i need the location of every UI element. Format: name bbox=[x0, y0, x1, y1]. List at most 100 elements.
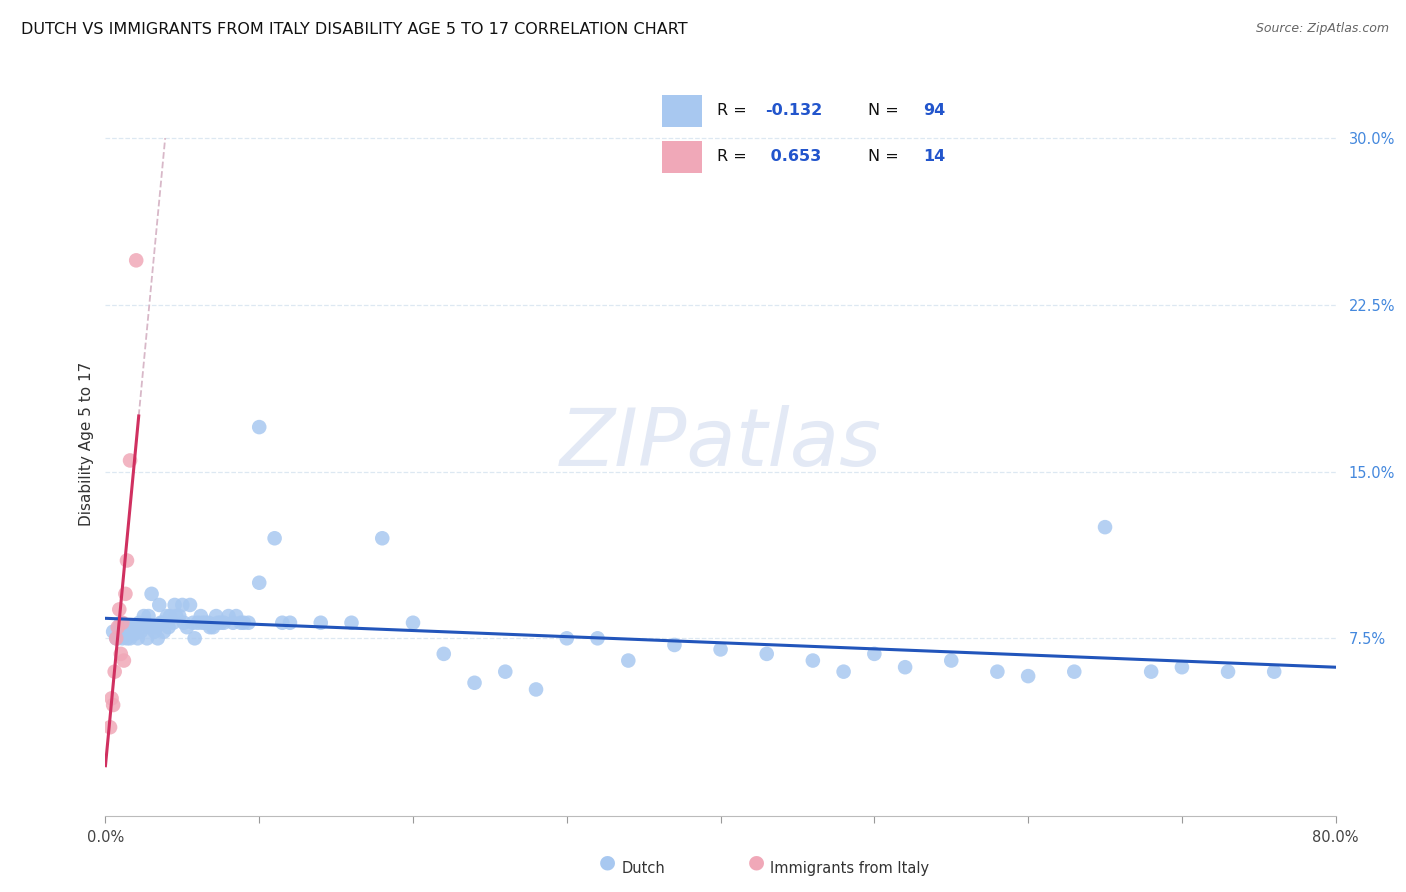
Point bbox=[169, 609, 191, 624]
Text: N =: N = bbox=[869, 103, 904, 118]
Point bbox=[120, 632, 141, 646]
Point bbox=[108, 602, 131, 616]
Point bbox=[145, 620, 167, 634]
Point bbox=[157, 620, 180, 634]
Text: Dutch: Dutch bbox=[621, 861, 665, 876]
Point bbox=[212, 615, 235, 630]
Point bbox=[139, 620, 162, 634]
Point bbox=[494, 665, 516, 679]
Point bbox=[115, 553, 138, 567]
Point bbox=[187, 615, 209, 630]
Point bbox=[617, 654, 640, 668]
Point bbox=[153, 624, 176, 639]
Point bbox=[309, 615, 332, 630]
Point bbox=[131, 620, 153, 634]
Text: 14: 14 bbox=[924, 150, 946, 164]
Text: ●: ● bbox=[599, 853, 616, 871]
Point bbox=[111, 615, 134, 630]
Point bbox=[108, 620, 131, 634]
Point bbox=[172, 598, 194, 612]
Point bbox=[165, 609, 187, 624]
Point bbox=[801, 654, 824, 668]
Text: DUTCH VS IMMIGRANTS FROM ITALY DISABILITY AGE 5 TO 17 CORRELATION CHART: DUTCH VS IMMIGRANTS FROM ITALY DISABILIT… bbox=[21, 22, 688, 37]
Point bbox=[117, 620, 139, 634]
Point bbox=[190, 609, 212, 624]
Point bbox=[132, 609, 155, 624]
Point bbox=[191, 615, 214, 630]
Point bbox=[207, 615, 229, 630]
Point bbox=[197, 615, 219, 630]
Point bbox=[1017, 669, 1039, 683]
Point bbox=[114, 627, 136, 641]
Point bbox=[1216, 665, 1239, 679]
Point bbox=[111, 632, 134, 646]
Point bbox=[146, 632, 169, 646]
Text: 0.653: 0.653 bbox=[765, 150, 821, 164]
Point bbox=[150, 615, 173, 630]
Point bbox=[173, 615, 195, 630]
Point bbox=[107, 632, 129, 646]
Point bbox=[464, 675, 486, 690]
Point bbox=[1171, 660, 1194, 674]
Point bbox=[112, 620, 135, 634]
Point bbox=[124, 627, 146, 641]
Point bbox=[110, 615, 132, 630]
Point bbox=[524, 682, 547, 697]
Point bbox=[149, 615, 172, 630]
Point bbox=[110, 647, 132, 661]
Point bbox=[105, 632, 128, 646]
Point bbox=[941, 654, 963, 668]
Point bbox=[894, 660, 917, 674]
Point bbox=[402, 615, 425, 630]
Text: N =: N = bbox=[869, 150, 904, 164]
Point bbox=[104, 665, 127, 679]
Point bbox=[1063, 665, 1085, 679]
Point bbox=[218, 609, 240, 624]
Point bbox=[832, 665, 855, 679]
Point bbox=[121, 620, 143, 634]
Point bbox=[586, 632, 609, 646]
Point bbox=[125, 620, 148, 634]
Point bbox=[202, 620, 225, 634]
Point bbox=[148, 598, 170, 612]
Point bbox=[1140, 665, 1163, 679]
Point bbox=[555, 632, 578, 646]
Point bbox=[247, 575, 270, 590]
Point bbox=[232, 615, 254, 630]
Bar bbox=[662, 141, 702, 173]
Point bbox=[229, 615, 252, 630]
Point bbox=[115, 632, 138, 646]
Text: Immigrants from Italy: Immigrants from Italy bbox=[770, 861, 929, 876]
Point bbox=[247, 420, 270, 434]
Point bbox=[143, 624, 166, 639]
Point bbox=[664, 638, 686, 652]
Point bbox=[179, 598, 201, 612]
Point bbox=[1263, 665, 1285, 679]
Y-axis label: Disability Age 5 to 17: Disability Age 5 to 17 bbox=[79, 361, 94, 526]
Point bbox=[125, 253, 148, 268]
Point bbox=[105, 632, 128, 646]
Point bbox=[159, 609, 181, 624]
Point bbox=[100, 691, 122, 706]
Text: -0.132: -0.132 bbox=[765, 103, 823, 118]
Point bbox=[1094, 520, 1116, 534]
Text: 94: 94 bbox=[924, 103, 946, 118]
Point bbox=[986, 665, 1008, 679]
Point bbox=[101, 624, 124, 639]
Point bbox=[162, 615, 184, 630]
Point bbox=[136, 632, 159, 646]
Point bbox=[138, 609, 160, 624]
Point bbox=[222, 615, 245, 630]
Point bbox=[205, 609, 228, 624]
Point bbox=[225, 609, 247, 624]
Point bbox=[278, 615, 301, 630]
Text: R =: R = bbox=[717, 150, 752, 164]
Point bbox=[710, 642, 733, 657]
Text: ZIPatlas: ZIPatlas bbox=[560, 405, 882, 483]
Point bbox=[755, 647, 778, 661]
Text: ●: ● bbox=[748, 853, 765, 871]
Point bbox=[129, 624, 152, 639]
Point bbox=[134, 615, 156, 630]
Text: Source: ZipAtlas.com: Source: ZipAtlas.com bbox=[1256, 22, 1389, 36]
Point bbox=[340, 615, 363, 630]
